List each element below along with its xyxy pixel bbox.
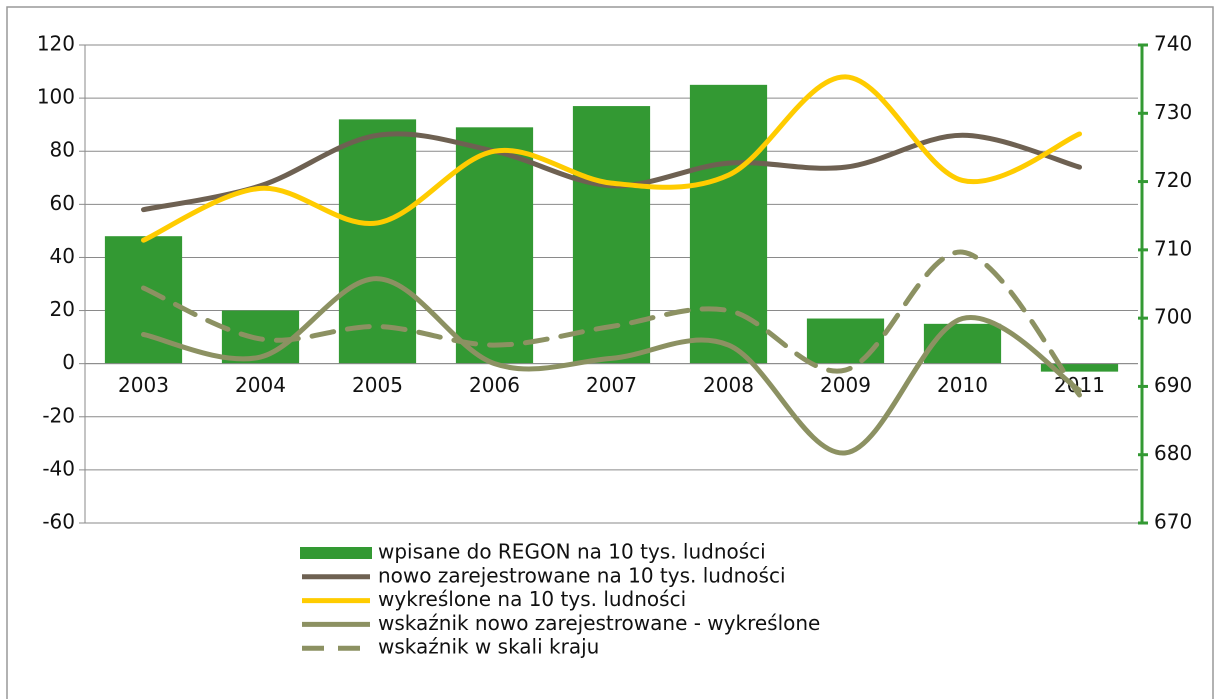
legend-label: wskaźnik w skali kraju <box>378 635 599 659</box>
legend-swatch <box>300 547 372 559</box>
y-tick-label: 100 <box>37 85 75 109</box>
y-tick-label: 60 <box>50 191 75 215</box>
y2-tick-label: 720 <box>1154 168 1192 192</box>
x-tick-label: 2005 <box>352 373 403 397</box>
legend-label: nowo zarejestrowane na 10 tys. ludności <box>378 563 786 587</box>
y-tick-label: 0 <box>62 350 75 374</box>
y-tick-label: 80 <box>50 138 75 162</box>
y2-tick-label: 730 <box>1154 100 1192 124</box>
x-tick-label: 2008 <box>703 373 754 397</box>
line-series <box>141 131 1082 213</box>
x-tick-label: 2004 <box>235 373 286 397</box>
bar <box>923 323 1002 364</box>
y2-tick-label: 680 <box>1154 441 1192 465</box>
y-tick-label: 40 <box>50 244 75 268</box>
legend-label: wpisane do REGON na 10 tys. ludności <box>378 540 766 564</box>
y2-tick-label: 700 <box>1154 305 1192 329</box>
x-tick-label: 2010 <box>937 373 988 397</box>
line-series <box>141 249 1082 398</box>
bar <box>338 119 417 364</box>
bar <box>806 318 885 364</box>
line-series <box>141 276 1082 456</box>
y-tick-label: 120 <box>37 32 75 56</box>
y2-tick-label: 670 <box>1154 510 1192 534</box>
line-series <box>141 74 1082 243</box>
y2-tick-label: 740 <box>1154 32 1192 56</box>
y-tick-label: 20 <box>50 297 75 321</box>
x-tick-label: 2006 <box>469 373 520 397</box>
legend-label: wskaźnik nowo zarejestrowane - wykreślon… <box>378 611 820 635</box>
x-tick-label: 2007 <box>586 373 637 397</box>
y2-tick-label: 710 <box>1154 236 1192 260</box>
y2-tick-label: 690 <box>1154 373 1192 397</box>
x-tick-label: 2003 <box>118 373 169 397</box>
bar <box>455 127 534 364</box>
y-tick-label: -60 <box>42 510 75 534</box>
y-tick-label: -40 <box>42 456 75 480</box>
bar <box>1040 363 1119 372</box>
bar <box>689 84 768 364</box>
x-tick-label: 2009 <box>820 373 871 397</box>
y-tick-label: -20 <box>42 403 75 427</box>
legend-label: wykreślone na 10 tys. ludności <box>378 587 686 611</box>
